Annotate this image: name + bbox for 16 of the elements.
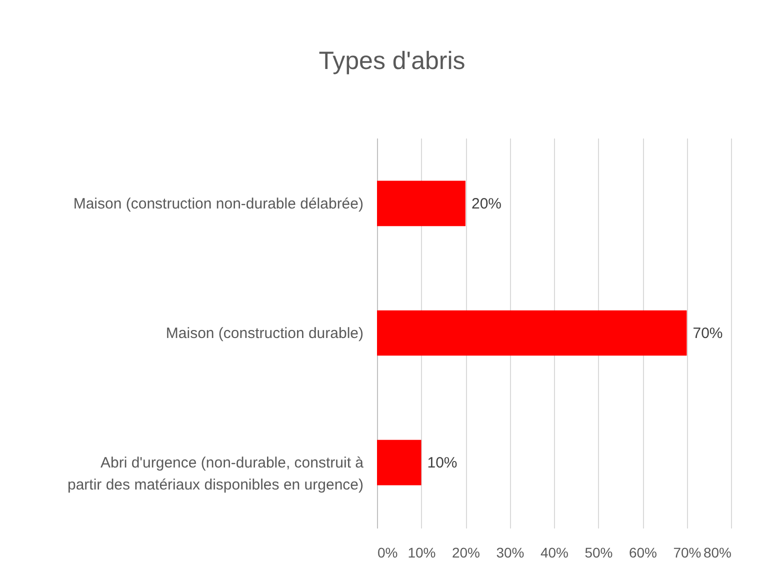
x-tick-label: 80% bbox=[703, 544, 732, 560]
y-tick-label: Abri d'urgence (non-durable, construit à partir des matériaux disponibles en urgence) bbox=[68, 454, 364, 494]
x-tick-label: 50% bbox=[584, 544, 613, 560]
data-label: 10% bbox=[427, 454, 458, 472]
y-tick-label: Maison (construction non-durable délabrée) bbox=[73, 195, 364, 212]
data-label: 20% bbox=[472, 195, 502, 212]
x-tick-label: 40% bbox=[540, 544, 569, 560]
x-tick-label: 10% bbox=[408, 544, 436, 560]
data-label: 70% bbox=[692, 325, 723, 342]
chart-title: Types d'abris bbox=[318, 47, 466, 75]
x-tick-label: 70% bbox=[673, 544, 702, 560]
x-tick-label: 0% bbox=[378, 544, 398, 560]
y-tick-label: Maison (construction durable) bbox=[166, 325, 364, 342]
x-tick-label: 30% bbox=[496, 544, 524, 560]
x-tick-label: 60% bbox=[628, 544, 658, 560]
x-tick-label: 20% bbox=[452, 544, 480, 560]
